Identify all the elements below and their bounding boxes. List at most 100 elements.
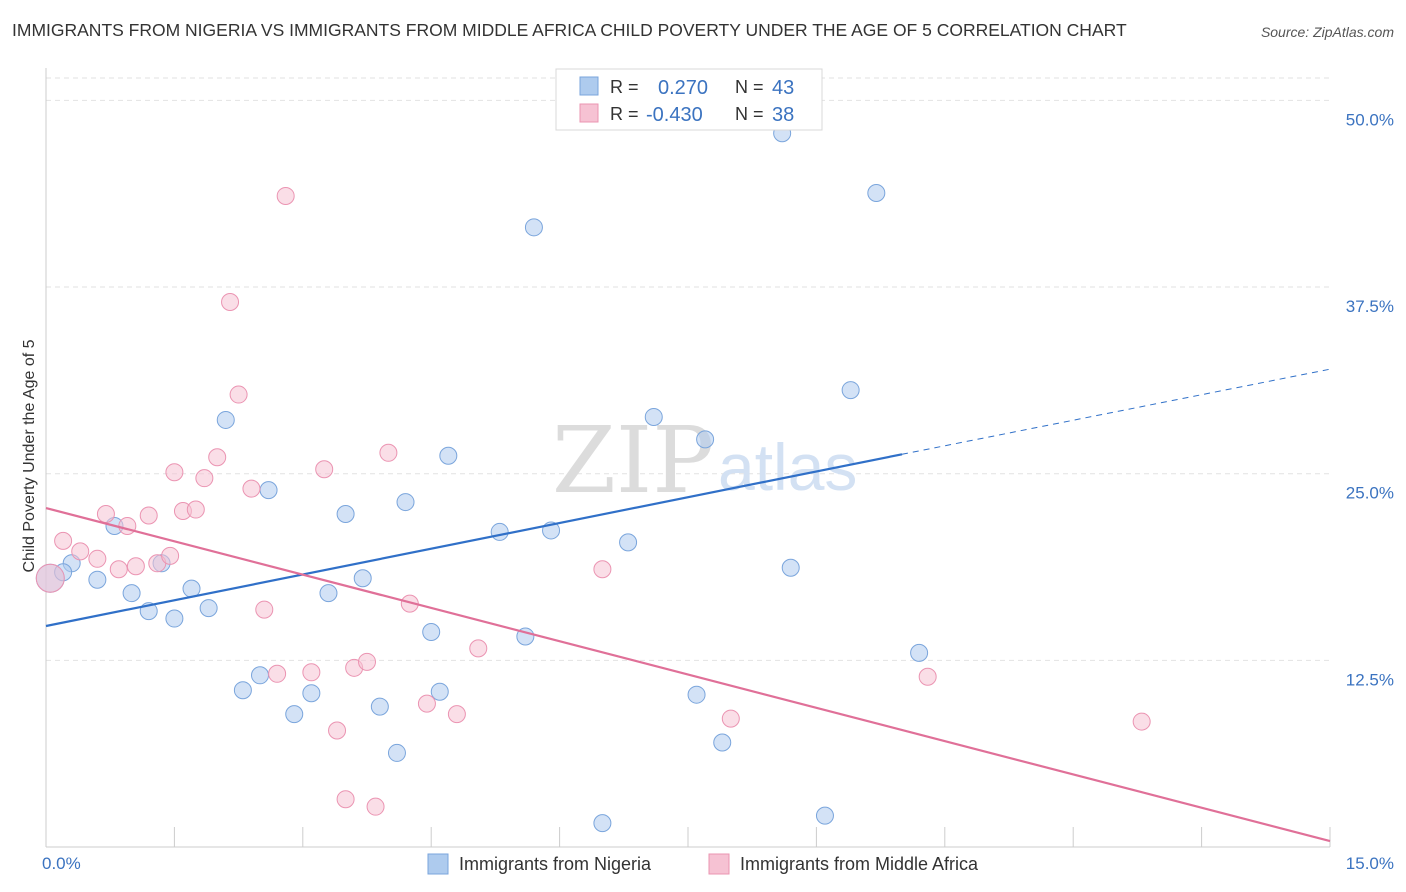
data-point-middle-africa bbox=[302, 663, 321, 682]
legend-top: R = 0.270 N = 43 R = -0.430 N = 38 bbox=[555, 68, 823, 131]
data-point-nigeria bbox=[233, 681, 252, 700]
legend-label-nigeria: Immigrants from Nigeria bbox=[459, 854, 652, 874]
legend-bottom: Immigrants from Nigeria Immigrants from … bbox=[427, 853, 979, 875]
y-axis-title: Child Poverty Under the Age of 5 bbox=[21, 339, 38, 572]
data-point-middle-africa bbox=[165, 463, 184, 482]
legend-top-r-value-middle-africa: -0.430 bbox=[646, 104, 703, 126]
x-tick-min: 0.0% bbox=[42, 854, 81, 873]
data-point-middle-africa bbox=[721, 709, 740, 728]
data-point-nigeria bbox=[122, 584, 141, 603]
data-point-middle-africa bbox=[315, 460, 334, 479]
data-point-nigeria bbox=[302, 684, 321, 703]
data-point-nigeria bbox=[867, 183, 886, 202]
trend-line-extension-nigeria bbox=[901, 368, 1331, 455]
data-point-middle-africa bbox=[358, 652, 376, 671]
data-point-middle-africa bbox=[161, 546, 180, 565]
data-point-middle-africa bbox=[593, 560, 612, 579]
data-point-nigeria bbox=[165, 609, 184, 628]
data-point-middle-africa bbox=[268, 664, 287, 683]
data-point-nigeria bbox=[439, 446, 458, 465]
data-point-nigeria bbox=[430, 682, 449, 701]
data-point-nigeria bbox=[251, 666, 269, 685]
data-point-middle-africa bbox=[195, 469, 214, 488]
data-point-nigeria bbox=[370, 697, 389, 716]
data-point-middle-africa bbox=[366, 797, 385, 816]
legend-top-n-value-middle-africa: 38 bbox=[772, 104, 794, 126]
data-point-middle-africa bbox=[918, 667, 937, 686]
data-point-middle-africa bbox=[208, 448, 227, 467]
grid-lines bbox=[46, 77, 1330, 661]
chart-source: Source: ZipAtlas.com bbox=[1260, 24, 1394, 40]
data-points bbox=[35, 91, 1151, 833]
data-point-middle-africa bbox=[328, 721, 347, 740]
watermark-zip: ZIP bbox=[552, 407, 714, 514]
data-point-nigeria bbox=[199, 599, 218, 618]
data-point-middle-africa bbox=[139, 506, 158, 525]
data-point-middle-africa bbox=[229, 385, 248, 404]
data-point-nigeria bbox=[387, 743, 406, 762]
data-point-nigeria bbox=[593, 814, 612, 833]
legend-top-n-label-middle-africa: N = bbox=[735, 104, 764, 124]
y-tick-label: 50.0% bbox=[1346, 110, 1394, 129]
axes bbox=[45, 68, 1331, 848]
data-point-middle-africa bbox=[242, 479, 261, 498]
data-point-nigeria bbox=[781, 558, 800, 577]
data-point-nigeria bbox=[713, 733, 732, 752]
data-point-middle-africa bbox=[276, 186, 295, 205]
data-point-nigeria bbox=[619, 533, 638, 552]
legend-top-r-label-middle-africa: R = bbox=[610, 104, 639, 124]
data-point-middle-africa bbox=[1132, 712, 1151, 731]
data-point-middle-africa bbox=[447, 705, 466, 724]
legend-top-n-label-nigeria: N = bbox=[735, 77, 764, 97]
data-point-nigeria bbox=[644, 407, 663, 426]
data-point-nigeria bbox=[910, 643, 929, 662]
data-point-nigeria bbox=[841, 381, 860, 400]
legend-swatch-middle-africa bbox=[708, 853, 730, 875]
data-point-middle-africa bbox=[35, 563, 65, 593]
data-point-middle-africa bbox=[54, 531, 73, 550]
y-tick-label: 25.0% bbox=[1346, 484, 1394, 503]
data-point-nigeria bbox=[285, 705, 304, 724]
data-point-nigeria bbox=[422, 622, 441, 641]
trend-line-nigeria bbox=[45, 453, 903, 628]
data-point-middle-africa bbox=[469, 639, 488, 658]
data-point-nigeria bbox=[216, 410, 235, 429]
legend-top-swatch-middle-africa bbox=[579, 103, 599, 123]
legend-label-middle-africa: Immigrants from Middle Africa bbox=[740, 854, 979, 874]
data-point-middle-africa bbox=[186, 500, 205, 519]
y-tick-label: 37.5% bbox=[1346, 297, 1394, 316]
data-point-middle-africa bbox=[336, 790, 355, 809]
data-point-nigeria bbox=[396, 493, 415, 512]
legend-top-n-value-nigeria: 43 bbox=[772, 77, 794, 99]
watermark: ZIP atlas bbox=[552, 407, 857, 514]
data-point-nigeria bbox=[524, 218, 543, 237]
data-point-nigeria bbox=[490, 522, 509, 541]
data-point-middle-africa bbox=[71, 542, 90, 561]
data-point-middle-africa bbox=[126, 557, 145, 576]
data-point-middle-africa bbox=[221, 292, 240, 311]
data-point-middle-africa bbox=[88, 549, 107, 568]
data-point-nigeria bbox=[687, 685, 706, 704]
data-point-middle-africa bbox=[255, 600, 274, 619]
data-point-nigeria bbox=[336, 505, 355, 524]
data-point-middle-africa bbox=[379, 443, 398, 462]
data-point-nigeria bbox=[259, 481, 278, 500]
trend-lines bbox=[45, 368, 1331, 843]
data-point-nigeria bbox=[815, 806, 834, 825]
data-point-middle-africa bbox=[109, 560, 128, 579]
tick-labels: 0.0% 15.0% 12.5% 25.0% 37.5% 50.0% bbox=[42, 110, 1394, 873]
y-tick-label: 12.5% bbox=[1346, 670, 1394, 689]
data-point-nigeria bbox=[353, 569, 372, 588]
x-tick-max: 15.0% bbox=[1346, 854, 1394, 873]
data-point-middle-africa bbox=[417, 694, 436, 713]
legend-top-box bbox=[555, 68, 823, 131]
chart-title: IMMIGRANTS FROM NIGERIA VS IMMIGRANTS FR… bbox=[12, 20, 1127, 40]
legend-top-swatch-nigeria bbox=[579, 76, 599, 96]
data-point-nigeria bbox=[696, 430, 715, 449]
data-point-middle-africa bbox=[96, 505, 115, 524]
legend-top-r-value-nigeria: 0.270 bbox=[658, 77, 708, 99]
data-point-nigeria bbox=[88, 570, 107, 589]
legend-swatch-nigeria bbox=[427, 853, 449, 875]
data-point-nigeria bbox=[319, 584, 338, 603]
